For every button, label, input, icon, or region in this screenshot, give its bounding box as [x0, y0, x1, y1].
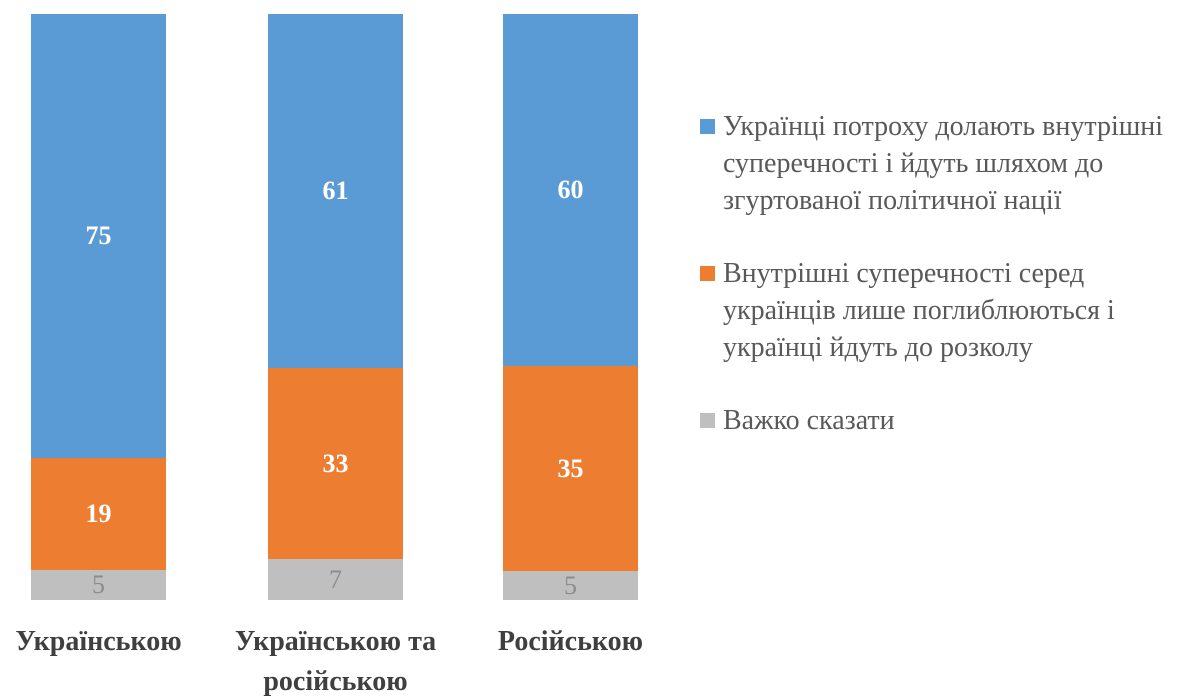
- bar-column: 75 19 5: [31, 14, 166, 600]
- legend-item-label: Українці потроху долають внутрішні супер…: [723, 111, 1164, 216]
- bar-value-label: 7: [329, 564, 342, 594]
- bar-segment: 19: [31, 458, 166, 570]
- legend-item: Важко сказати: [700, 402, 1182, 439]
- bar-column: 61 33 7: [268, 14, 403, 600]
- bar-value-label: 75: [85, 221, 112, 250]
- bar-segment: 61: [268, 14, 403, 368]
- bar-segment: 7: [268, 559, 403, 600]
- legend-item-label: Важко сказати: [723, 405, 895, 436]
- legend: Українці потроху долають внутрішні супер…: [700, 108, 1182, 475]
- plot-area: 75 19 5 Українською 61 33 7 Українською та росі…: [15, 14, 644, 697]
- bar-value-label: 5: [564, 570, 577, 600]
- bar-value-label: 61: [322, 176, 349, 205]
- bar-segment: 5: [31, 570, 166, 600]
- legend-color-swatch: [700, 266, 715, 281]
- bar-segment: 35: [503, 366, 638, 571]
- category-label: Українською та російською: [234, 626, 437, 697]
- bar-value-label: 5: [92, 570, 105, 599]
- category-label: Українською: [15, 626, 182, 657]
- bar-segment: 75: [31, 14, 166, 458]
- legend-item: Українці потроху долають внутрішні супер…: [700, 108, 1182, 219]
- bar-value-label: 35: [557, 453, 584, 483]
- bar-value-label: 19: [85, 499, 112, 528]
- bar-value-label: 33: [322, 448, 349, 478]
- bar-segment: 33: [268, 368, 403, 559]
- bar-segment: 60: [503, 14, 638, 366]
- legend-color-swatch: [700, 119, 715, 134]
- category-label: Російською: [497, 626, 644, 657]
- bar-value-label: 60: [557, 175, 584, 204]
- bar-column: 60 35 5: [503, 14, 638, 600]
- bar-segment: 5: [503, 571, 638, 600]
- legend-item: Внутрішні суперечності серед українців л…: [700, 255, 1182, 366]
- legend-item-label: Внутрішні суперечності серед українців л…: [723, 258, 1115, 363]
- legend-color-swatch: [700, 413, 715, 428]
